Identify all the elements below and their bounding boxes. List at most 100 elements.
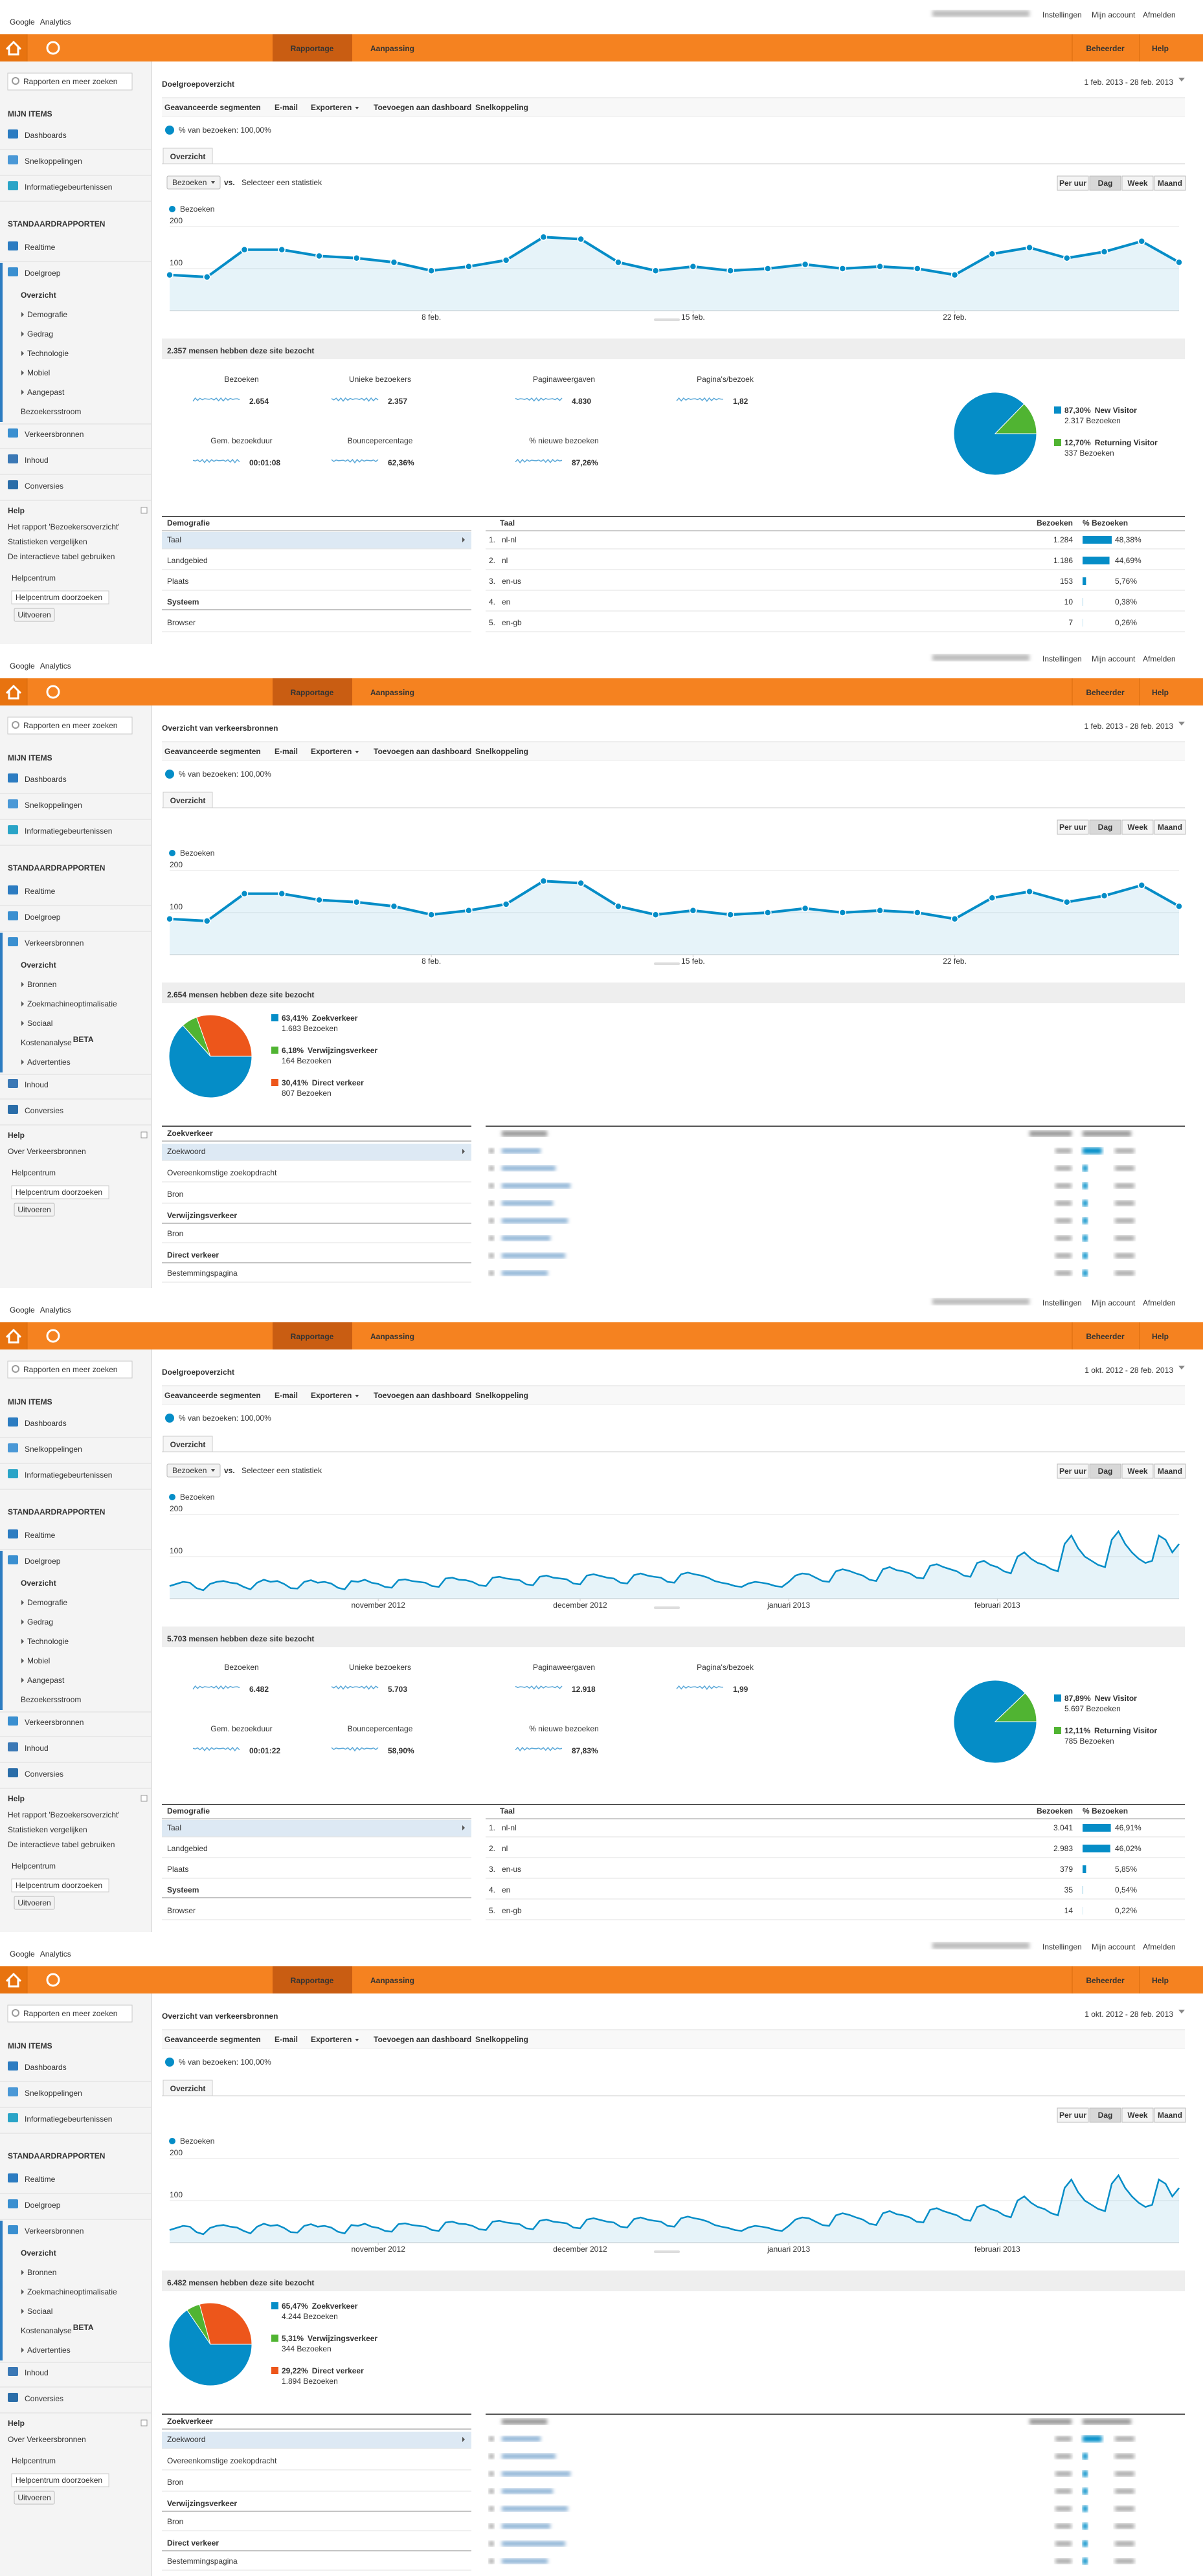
period-label[interactable]: Week — [1127, 1467, 1147, 1476]
sidebar-subitem[interactable]: Demografie — [27, 1598, 67, 1607]
nav-tab[interactable]: Rapportage — [291, 688, 334, 697]
nav-right[interactable]: Help — [1152, 1332, 1169, 1341]
date-range[interactable]: 1 okt. 2012 - 28 feb. 2013 — [1085, 1366, 1173, 1375]
help-link[interactable]: Het rapport 'Bezoekersoverzicht' — [8, 1810, 120, 1819]
help-center[interactable]: Helpcentrum — [12, 1861, 56, 1871]
help-link[interactable]: Statistieken vergelijken — [8, 537, 87, 546]
period-label[interactable]: Week — [1127, 179, 1147, 188]
sidebar-item[interactable]: Dashboards — [25, 131, 67, 140]
sidebar-subitem[interactable]: Gedrag — [27, 329, 53, 339]
sidebar-item[interactable]: Inhoud — [25, 2368, 49, 2377]
period-label[interactable]: Dag — [1098, 2111, 1113, 2120]
metric-select-label[interactable]: Bezoeken — [172, 1466, 207, 1475]
dimension-link[interactable]: Zoekwoord — [167, 1147, 205, 1156]
nav-right[interactable]: Beheerder — [1086, 1976, 1125, 1985]
toolbar-button[interactable]: E-mail — [275, 1391, 298, 1400]
period-label[interactable]: Week — [1127, 823, 1147, 832]
row-name[interactable]: en — [502, 1885, 510, 1894]
row-name[interactable]: nl — [502, 556, 508, 565]
sidebar-subitem[interactable]: Gedrag — [27, 1617, 53, 1627]
period-label[interactable]: Maand — [1158, 823, 1182, 832]
period-label[interactable]: Per uur — [1059, 179, 1086, 188]
date-range[interactable]: 1 okt. 2012 - 28 feb. 2013 — [1085, 2010, 1173, 2019]
dimension-link[interactable]: Taal — [167, 1823, 181, 1832]
period-label[interactable]: Dag — [1098, 1467, 1113, 1476]
toolbar-button[interactable]: Exporteren — [311, 747, 352, 756]
sidebar-subitem[interactable]: Mobiel — [27, 1656, 50, 1665]
sidebar-subitem[interactable]: Aangepast — [27, 388, 65, 397]
sidebar-subitem[interactable]: Mobiel — [27, 368, 50, 377]
help-search-placeholder[interactable]: Helpcentrum doorzoeken — [16, 2476, 102, 2485]
dimension-link[interactable]: Landgebied — [167, 1844, 208, 1853]
dimension-link[interactable]: Bron — [167, 2517, 183, 2526]
sidebar-item[interactable]: Realtime — [25, 1531, 56, 1540]
help-center[interactable]: Helpcentrum — [12, 573, 56, 583]
dimension-link[interactable]: Bron — [167, 1190, 183, 1199]
sidebar-item[interactable]: Conversies — [25, 2394, 63, 2403]
toolbar-button[interactable]: E-mail — [275, 747, 298, 756]
sidebar-subitem[interactable]: Advertenties — [27, 1058, 71, 1067]
sidebar-subitem[interactable]: Bronnen — [27, 980, 56, 989]
row-name[interactable]: nl-nl — [502, 1823, 517, 1832]
sidebar-subitem[interactable]: Demografie — [27, 310, 67, 319]
sidebar-item[interactable]: Doelgroep — [25, 1557, 61, 1566]
toolbar-button[interactable]: Geavanceerde segmenten — [164, 2035, 261, 2044]
sidebar-subitem[interactable]: Overzicht — [21, 1579, 56, 1588]
date-range[interactable]: 1 feb. 2013 - 28 feb. 2013 — [1085, 722, 1174, 731]
nav-right[interactable]: Beheerder — [1086, 1332, 1125, 1341]
sidebar-subitem[interactable]: Overzicht — [21, 2248, 56, 2258]
tab-label[interactable]: Overzicht — [170, 2084, 206, 2093]
sidebar-subitem[interactable]: Sociaal — [27, 1019, 52, 1028]
nav-right[interactable]: Help — [1152, 1976, 1169, 1985]
row-name[interactable]: en — [502, 597, 510, 606]
sidebar-subitem[interactable]: Zoekmachineoptimalisatie — [27, 999, 117, 1008]
dimension-link[interactable]: Bron — [167, 1229, 183, 1238]
toolbar-button[interactable]: Toevoegen aan dashboard — [374, 103, 471, 112]
toolbar-button[interactable]: Toevoegen aan dashboard — [374, 2035, 471, 2044]
help-link[interactable]: De interactieve tabel gebruiken — [8, 552, 115, 561]
sidebar-item[interactable]: Doelgroep — [25, 2201, 61, 2210]
dimension-link[interactable]: Zoekwoord — [167, 2435, 205, 2444]
search-placeholder[interactable]: Rapporten en meer zoeken — [23, 2009, 117, 2018]
help-center[interactable]: Helpcentrum — [12, 1168, 56, 1177]
header-link[interactable]: Afmelden — [1143, 1942, 1176, 1951]
sidebar-item[interactable]: Doelgroep — [25, 913, 61, 922]
metric-select-label[interactable]: Bezoeken — [172, 178, 207, 187]
sidebar-item[interactable]: Dashboards — [25, 775, 67, 784]
toolbar-button[interactable]: Toevoegen aan dashboard — [374, 747, 471, 756]
dimension-link[interactable]: Bron — [167, 2478, 183, 2487]
header-link[interactable]: Instellingen — [1042, 10, 1082, 19]
sidebar-item[interactable]: Verkeersbronnen — [25, 430, 84, 439]
tab-label[interactable]: Overzicht — [170, 152, 206, 161]
help-search-placeholder[interactable]: Helpcentrum doorzoeken — [16, 1881, 102, 1890]
dimension-link[interactable]: Bestemmingspagina — [167, 2557, 238, 2566]
dimension-link[interactable]: Plaats — [167, 577, 188, 586]
row-name[interactable]: en-gb — [502, 1906, 522, 1915]
nav-tab[interactable]: Rapportage — [291, 1976, 334, 1985]
nav-tab[interactable]: Rapportage — [291, 1332, 334, 1341]
nav-right[interactable]: Beheerder — [1086, 44, 1125, 53]
toolbar-button[interactable]: Exporteren — [311, 2035, 352, 2044]
sidebar-subitem[interactable]: Zoekmachineoptimalisatie — [27, 2287, 117, 2296]
help-button-label[interactable]: Uitvoeren — [17, 1898, 51, 1907]
toolbar-button[interactable]: Snelkoppeling — [475, 2035, 528, 2044]
sidebar-item[interactable]: Snelkoppelingen — [25, 157, 82, 166]
select-metric-link[interactable]: Selecteer een statistiek — [242, 1466, 322, 1475]
sidebar-item[interactable]: Verkeersbronnen — [25, 1718, 84, 1727]
sidebar-item[interactable]: Inhoud — [25, 1080, 49, 1089]
toolbar-button[interactable]: Toevoegen aan dashboard — [374, 1391, 471, 1400]
nav-tab[interactable]: Aanpassing — [370, 1332, 414, 1341]
help-link[interactable]: Statistieken vergelijken — [8, 1825, 87, 1834]
sidebar-item[interactable]: Conversies — [25, 1106, 63, 1115]
help-link[interactable]: Over Verkeersbronnen — [8, 2435, 86, 2444]
help-center[interactable]: Helpcentrum — [12, 2456, 56, 2465]
header-link[interactable]: Afmelden — [1143, 654, 1176, 663]
toolbar-button[interactable]: E-mail — [275, 103, 298, 112]
nav-tab[interactable]: Aanpassing — [370, 688, 414, 697]
help-button-label[interactable]: Uitvoeren — [17, 2493, 51, 2502]
search-placeholder[interactable]: Rapporten en meer zoeken — [23, 721, 117, 730]
sidebar-subitem[interactable]: Aangepast — [27, 1676, 65, 1685]
header-link[interactable]: Instellingen — [1042, 654, 1082, 663]
sidebar-subitem[interactable]: Kostenanalyse — [21, 1038, 72, 1047]
dimension-link[interactable]: Overeenkomstige zoekopdracht — [167, 1168, 277, 1177]
